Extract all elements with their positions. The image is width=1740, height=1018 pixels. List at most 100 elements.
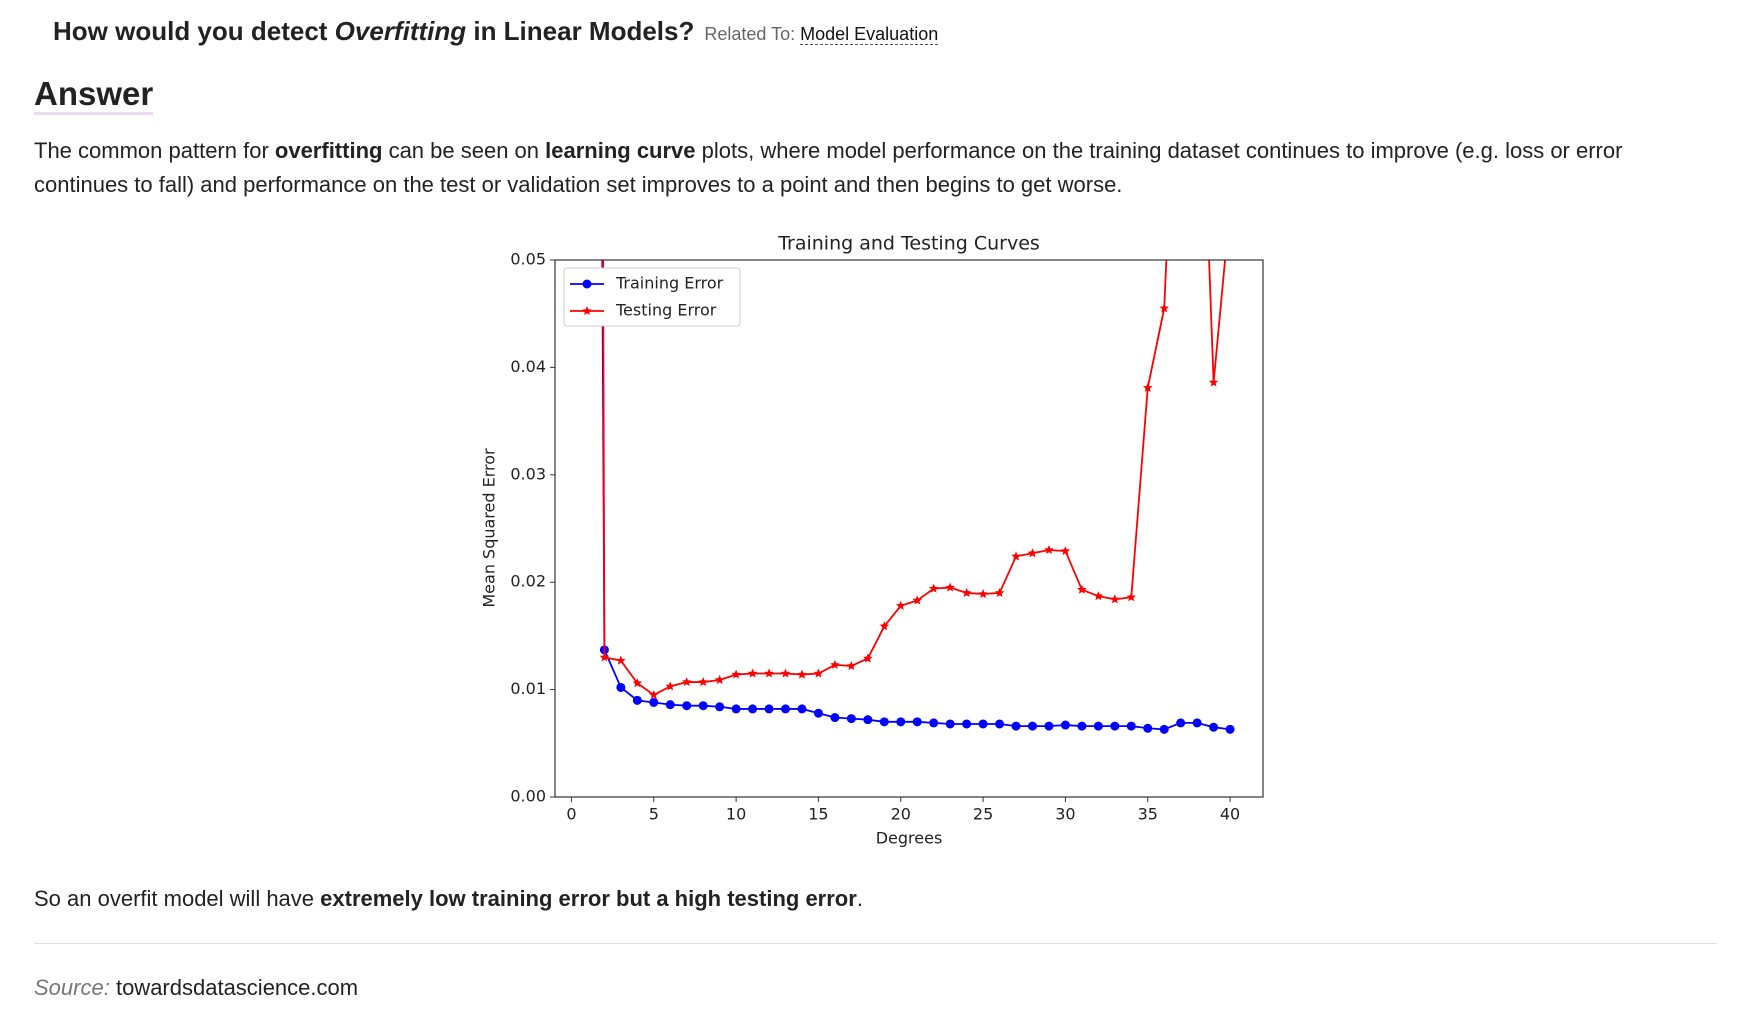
point-marker bbox=[1027, 548, 1038, 558]
related: Related To: Model Evaluation bbox=[704, 24, 939, 45]
point-marker bbox=[682, 701, 692, 711]
x-tick-label: 15 bbox=[808, 805, 828, 824]
chart-title: Training and Testing Curves bbox=[777, 233, 1040, 255]
point-marker bbox=[1077, 721, 1087, 731]
source-label: Source: bbox=[34, 975, 110, 1000]
legend-marker bbox=[582, 306, 592, 315]
answer-heading: Answer bbox=[34, 76, 154, 115]
point-marker bbox=[1176, 718, 1186, 728]
point-marker bbox=[1159, 724, 1169, 734]
point-marker bbox=[1060, 720, 1070, 730]
point-marker bbox=[994, 587, 1005, 597]
title-emphasis: Overfitting bbox=[334, 16, 467, 46]
question-title: How would you detect Overfitting in Line… bbox=[53, 16, 939, 47]
x-tick-label: 35 bbox=[1138, 805, 1158, 824]
conclusion: So an overfit model will have extremely … bbox=[34, 886, 863, 912]
y-tick-label: 0.02 bbox=[510, 572, 546, 591]
point-marker bbox=[616, 682, 626, 692]
point-marker bbox=[780, 668, 791, 678]
x-tick-label: 20 bbox=[891, 805, 911, 824]
y-tick-label: 0.00 bbox=[510, 787, 546, 806]
point-marker bbox=[1225, 201, 1235, 210]
y-axis-label: Mean Squared Error bbox=[480, 448, 499, 608]
x-tick-label: 30 bbox=[1055, 805, 1075, 824]
point-marker bbox=[945, 582, 955, 592]
y-tick-label: 0.01 bbox=[510, 679, 546, 698]
text: . bbox=[856, 886, 863, 911]
point-marker bbox=[830, 713, 840, 723]
point-marker bbox=[928, 583, 939, 593]
point-marker bbox=[912, 595, 922, 605]
point-marker bbox=[1027, 721, 1037, 731]
point-marker bbox=[863, 715, 873, 725]
point-marker bbox=[896, 600, 906, 610]
divider bbox=[34, 943, 1717, 944]
title-part: How would you detect bbox=[53, 16, 335, 46]
point-marker bbox=[813, 668, 824, 678]
point-marker bbox=[1110, 721, 1120, 731]
point-marker bbox=[665, 700, 675, 710]
point-marker bbox=[649, 697, 659, 707]
plot-frame bbox=[554, 259, 1264, 798]
title-part: in Linear Models? bbox=[466, 16, 695, 46]
related-link[interactable]: Model Evaluation bbox=[800, 24, 939, 45]
point-marker bbox=[846, 661, 857, 670]
source-link[interactable]: towardsdatascience.com bbox=[115, 975, 359, 1000]
source: Source: towardsdatascience.com bbox=[34, 975, 358, 1001]
x-tick-label: 40 bbox=[1220, 805, 1240, 824]
point-marker bbox=[1208, 377, 1219, 387]
x-tick-label: 25 bbox=[973, 805, 993, 824]
series-line bbox=[601, 260, 1231, 731]
point-marker bbox=[1143, 723, 1153, 733]
bold-text: overfitting bbox=[274, 138, 383, 163]
point-marker bbox=[978, 589, 988, 599]
point-marker bbox=[632, 678, 643, 688]
point-marker bbox=[1044, 545, 1054, 554]
point-marker bbox=[764, 704, 774, 714]
point-marker bbox=[748, 704, 758, 714]
point-marker bbox=[863, 653, 873, 663]
point-marker bbox=[715, 702, 725, 712]
legend-box bbox=[563, 267, 741, 327]
point-marker bbox=[1093, 591, 1104, 601]
point-marker bbox=[1159, 303, 1169, 313]
plot-area bbox=[599, 201, 1235, 734]
point-marker bbox=[962, 719, 972, 729]
point-marker bbox=[1143, 382, 1153, 392]
series-line bbox=[602, 260, 1226, 697]
point-marker bbox=[1209, 722, 1219, 732]
legend-label: Training Error bbox=[615, 274, 724, 293]
point-marker bbox=[649, 690, 659, 699]
point-marker bbox=[682, 677, 692, 687]
text: So an overfit model will have bbox=[34, 886, 321, 911]
point-marker bbox=[1110, 594, 1120, 604]
text: The common pattern for bbox=[34, 138, 275, 163]
point-marker bbox=[1093, 721, 1103, 731]
point-marker bbox=[599, 652, 610, 662]
point-marker bbox=[714, 674, 725, 684]
x-tick-label: 0 bbox=[566, 805, 576, 824]
text: can be seen on bbox=[382, 138, 546, 163]
point-marker bbox=[797, 669, 807, 679]
related-label: Related To: bbox=[704, 24, 796, 44]
point-marker bbox=[879, 621, 890, 631]
legend-label: Testing Error bbox=[615, 301, 717, 320]
y-tick-label: 0.03 bbox=[510, 464, 546, 483]
point-marker bbox=[830, 659, 840, 669]
point-marker bbox=[995, 719, 1005, 729]
bold-text: learning curve bbox=[545, 138, 696, 163]
x-tick-label: 10 bbox=[726, 805, 746, 824]
point-marker bbox=[961, 587, 972, 597]
point-marker bbox=[1077, 584, 1087, 594]
x-tick-label: 5 bbox=[649, 805, 659, 824]
point-marker bbox=[1126, 721, 1136, 731]
point-marker bbox=[665, 681, 675, 691]
legend-marker bbox=[582, 279, 592, 289]
point-marker bbox=[1011, 721, 1021, 731]
point-marker bbox=[632, 695, 642, 705]
point-marker bbox=[731, 704, 741, 714]
point-marker bbox=[698, 701, 708, 711]
point-marker bbox=[978, 719, 988, 729]
